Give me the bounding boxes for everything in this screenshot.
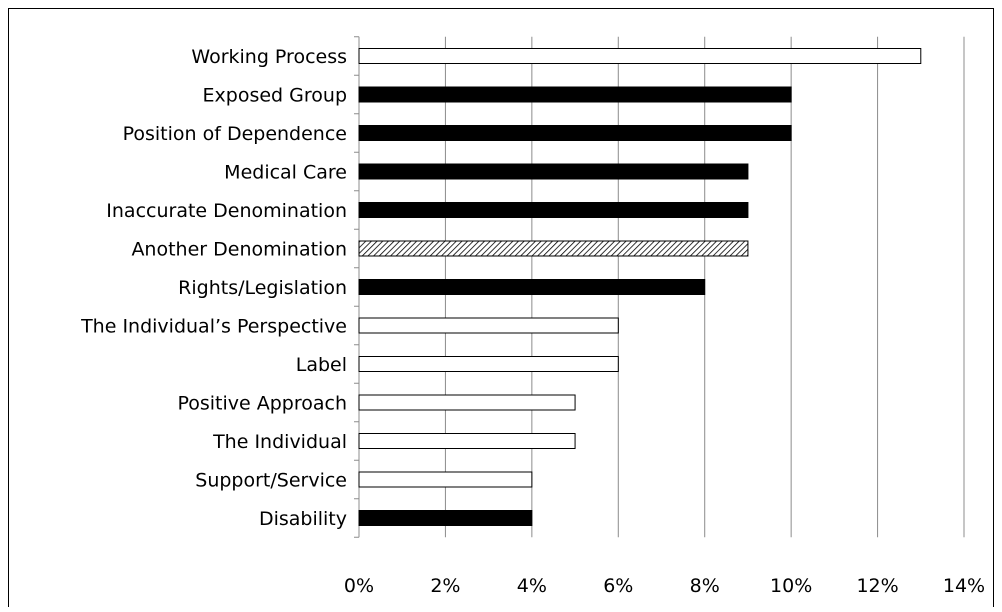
category-label: Position of Dependence <box>123 123 347 145</box>
chart-frame: Working Process Exposed Group Position of … <box>8 8 994 607</box>
category-label: The Individual <box>212 431 347 453</box>
category-label: Another Denomination <box>131 239 347 261</box>
bar <box>358 356 619 372</box>
category-label: The Individual’s Perspective <box>80 316 347 338</box>
bar <box>358 394 576 411</box>
bar <box>358 86 792 103</box>
x-tick-label: 12% <box>856 575 898 597</box>
bar <box>358 240 749 257</box>
x-tick-labels: 0% 2% 4% 6% 8% 10% 12% 14% <box>344 575 985 597</box>
bar <box>358 125 792 141</box>
bar <box>358 163 749 180</box>
x-tick-label: 14% <box>943 575 985 597</box>
bar-chart: Working Process Exposed Group Position of … <box>80 36 985 597</box>
bar <box>358 48 922 64</box>
bars <box>358 48 922 526</box>
category-label: Medical Care <box>224 162 347 184</box>
category-label: Inaccurate Denomination <box>106 200 347 222</box>
bar <box>358 433 576 449</box>
x-tick-label: 10% <box>770 575 812 597</box>
category-label: Rights/Legislation <box>178 277 347 299</box>
category-label: Disability <box>259 508 347 530</box>
x-tick-label: 8% <box>690 575 720 597</box>
axes <box>354 36 360 538</box>
bar <box>358 317 619 334</box>
category-label: Positive Approach <box>177 393 347 415</box>
x-tick-label: 2% <box>430 575 460 597</box>
bar <box>358 471 533 488</box>
category-label: Label <box>296 354 347 376</box>
x-tick-label: 6% <box>603 575 633 597</box>
bar <box>358 510 533 526</box>
bar <box>358 279 706 295</box>
category-label: Exposed Group <box>203 85 347 107</box>
category-label: Support/Service <box>195 470 347 492</box>
x-tick-label: 4% <box>517 575 547 597</box>
bar <box>358 202 749 218</box>
category-label: Working Process <box>191 46 347 68</box>
x-tick-label: 0% <box>344 575 374 597</box>
category-labels: Working Process Exposed Group Position of … <box>80 46 347 530</box>
